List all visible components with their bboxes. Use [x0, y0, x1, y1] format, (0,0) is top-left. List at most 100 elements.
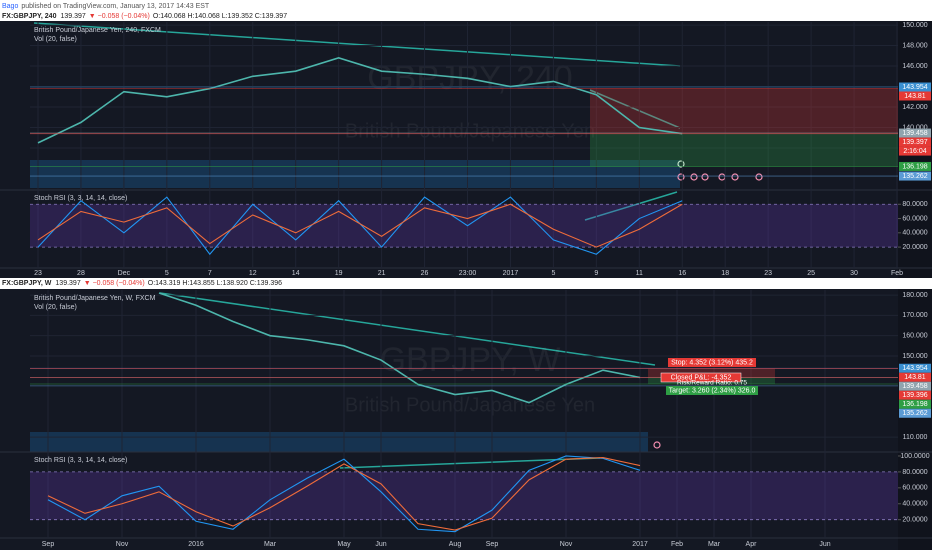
price-axis: [898, 289, 932, 550]
ohlc: O:140.068 H:140.068 L:139.352 C:139.397: [153, 13, 287, 20]
price-label-box: [899, 137, 931, 147]
x-tick-label: 5: [551, 270, 555, 277]
x-tick-label: 12: [249, 270, 257, 277]
y-tick-label: 170.000: [902, 312, 927, 319]
symbol: FX:GBPJPY, 240: [2, 13, 57, 20]
author: Bago: [2, 3, 18, 10]
price-label: 2:16:04: [903, 148, 926, 155]
x-tick-label: 11: [636, 270, 643, 277]
volume-area: [30, 432, 648, 452]
price-label-box: [899, 91, 931, 101]
volume-area: [30, 160, 680, 188]
x-tick-label: Mar: [264, 541, 277, 548]
price-label: 139.397: [902, 139, 927, 146]
x-tick-label: Jun: [375, 541, 386, 548]
price-label: 135.262: [902, 173, 927, 180]
price-label: 139.458: [902, 383, 927, 390]
y-tick-label: 180.000: [902, 292, 927, 299]
x-tick-label: Feb: [671, 541, 683, 548]
y-tick-label: 20.0000: [902, 244, 927, 251]
top-pane: [0, 21, 932, 278]
price-label-box: [899, 128, 931, 138]
stop-box: [668, 358, 756, 367]
y-tick-label: 146.000: [902, 63, 927, 70]
price-label-box: [899, 363, 931, 373]
x-tick-label: 9: [594, 270, 598, 277]
x-tick-label: Sep: [42, 541, 55, 548]
trend-line: [159, 292, 656, 366]
x-tick-label: 14: [292, 270, 300, 277]
y-tick-label: 142.000: [902, 104, 927, 111]
change: ▼ −0.058 (−0.04%): [84, 280, 145, 287]
legend-text: Vol (20, false): [34, 36, 77, 43]
x-tick-label: 26: [421, 270, 429, 277]
x-tick-label: Apr: [746, 541, 758, 548]
ratio-label: Risk/Reward Ratio: 0.75: [677, 380, 747, 387]
x-tick-label: May: [337, 541, 351, 548]
stoch-line: [47, 455, 641, 533]
x-tick-label: 30: [850, 270, 858, 277]
published: published on TradingView.com, January 13…: [21, 3, 210, 10]
price-label-box: [899, 171, 931, 181]
stop-label: Stop: 4.352 (3.12%) 435.2: [671, 359, 753, 366]
price-label: 135.262: [902, 410, 927, 417]
symbol-line: FX:GBPJPY, 240 139.397 ▼ −0.058 (−0.04%) O:…: [2, 13, 287, 20]
legend-text: Vol (20, false): [34, 304, 77, 311]
legend-text: British Pound/Japanese Yen, W, FXCM: [34, 295, 156, 302]
y-tick-label: 80.0000: [902, 201, 927, 208]
publisher-line: Bago published on TradingView.com, Januar…: [2, 3, 210, 10]
watermark: British Pound/Japanese Yen: [345, 120, 595, 142]
x-tick-label: 2016: [188, 541, 204, 548]
y-tick-label: 20.0000: [902, 517, 927, 524]
price-label: 139.458: [902, 130, 927, 137]
trend-line: [33, 22, 681, 67]
x-tick-label: Dec: [118, 270, 131, 277]
last-price: 139.397: [60, 13, 85, 20]
ohlc: O:143.319 H:143.855 L:138.920 C:139.396: [148, 280, 282, 287]
watermark: British Pound/Japanese Yen: [345, 394, 595, 416]
x-tick-label: Nov: [116, 541, 129, 548]
x-tick-label: 2017: [632, 541, 648, 548]
y-tick-label: 150.000: [902, 353, 927, 360]
x-tick-label: 2017: [503, 270, 519, 277]
price-label: 143.954: [902, 84, 927, 91]
price-label: 143.954: [902, 365, 927, 372]
price-line: [37, 57, 683, 144]
y-tick-label: 60.0000: [902, 215, 927, 222]
x-tick-label: Mar: [708, 541, 721, 548]
y-tick-label: 40.0000: [902, 501, 927, 508]
price-label: 139.396: [902, 392, 927, 399]
x-tick-label: 23: [764, 270, 772, 277]
pnl-label: Closed P&L: -4.352: [671, 374, 732, 381]
x-tick-label: 18: [721, 270, 729, 277]
watermark: GBPJPY, 240: [367, 59, 572, 97]
x-tick-label: Jun: [819, 541, 830, 548]
x-tick-label: Nov: [560, 541, 573, 548]
y-tick-label: 60.0000: [902, 485, 927, 492]
price-label: 136.198: [902, 401, 927, 408]
x-tick-label: 25: [807, 270, 815, 277]
price-label-box: [899, 161, 931, 171]
stoch-line: [37, 203, 683, 248]
symbol-line: FX:GBPJPY, W 139.397 ▼ −0.058 (−0.04%) O:14…: [2, 280, 282, 287]
x-tick-label: 23: [34, 270, 42, 277]
price-label-box: [899, 146, 931, 156]
stoch-band: [30, 471, 898, 520]
trend-line: [589, 89, 681, 129]
x-tick-label: Sep: [486, 541, 499, 548]
y-tick-label: 160.000: [902, 333, 927, 340]
position-risk: [590, 88, 898, 134]
last-price: 139.397: [55, 280, 80, 287]
y-tick-label: 80.0000: [902, 469, 927, 476]
target-box: [666, 386, 758, 395]
y-tick-label: 148.000: [902, 42, 927, 49]
x-tick-label: Feb: [891, 270, 903, 277]
x-tick-label: 7: [208, 270, 212, 277]
watermark: GBPJPY, W: [380, 341, 561, 379]
symbol: FX:GBPJPY, W: [2, 280, 52, 287]
legend-text: Stoch RSI (3, 3, 14, 14, close): [34, 195, 127, 202]
y-tick-label: 150.000: [902, 22, 927, 29]
legend-text: Stoch RSI (3, 3, 14, 14, close): [34, 457, 127, 464]
stoch-band: [30, 204, 898, 248]
